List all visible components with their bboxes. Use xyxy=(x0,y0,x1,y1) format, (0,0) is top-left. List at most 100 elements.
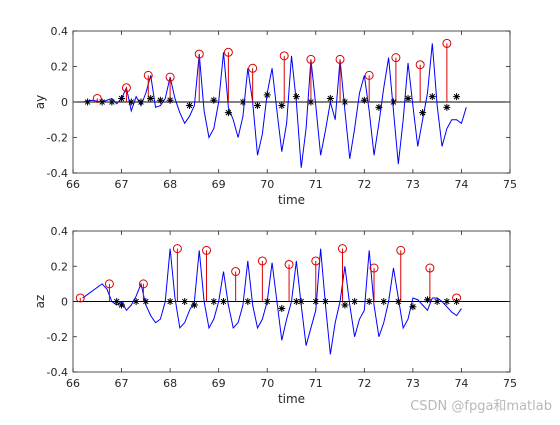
peak-marker xyxy=(172,244,182,254)
watermark: CSDN @fpga和matlab xyxy=(410,399,552,414)
plot-ay: 66 67 68 69 70 71 72 73 74 75 -0.4 -0.2 0 0.2 0.4 time a… xyxy=(33,25,517,207)
x-tick-label: 66 xyxy=(66,178,80,191)
x-axis-label: time xyxy=(278,392,305,406)
plot-content xyxy=(73,244,510,355)
valley-marker xyxy=(453,298,461,305)
valley-marker xyxy=(360,96,368,104)
x-tick-label: 74 xyxy=(454,377,468,390)
x-tick-label: 70 xyxy=(260,377,274,390)
valley-marker xyxy=(186,102,194,110)
valley-marker xyxy=(181,298,189,305)
valley-marker xyxy=(404,94,412,102)
peak-marker xyxy=(194,49,204,59)
valley-marker xyxy=(113,298,121,305)
peak-marker xyxy=(442,38,452,48)
x-tick-label: 75 xyxy=(503,377,517,390)
valley-marker xyxy=(132,298,140,305)
valley-marker xyxy=(380,298,388,305)
signal-line xyxy=(82,43,467,168)
valley-marker xyxy=(263,298,271,305)
valley-marker xyxy=(118,301,126,309)
x-tick-label: 72 xyxy=(357,178,371,191)
x-tick-label: 68 xyxy=(163,377,177,390)
x-tick-label: 70 xyxy=(260,178,274,191)
valley-marker xyxy=(292,298,300,305)
valley-marker xyxy=(409,303,417,311)
x-tick-label: 71 xyxy=(309,178,323,191)
peak-marker xyxy=(335,54,345,64)
valley-marker xyxy=(428,93,436,101)
valley-marker xyxy=(263,91,271,99)
peak-marker xyxy=(415,60,425,70)
peak-marker xyxy=(92,93,102,103)
y-tick-label: 0.2 xyxy=(51,61,69,74)
x-tick-label: 75 xyxy=(503,178,517,191)
peak-marker xyxy=(202,245,212,255)
peak-marker xyxy=(337,244,347,254)
valley-marker xyxy=(142,298,150,305)
y-axis-label: ay xyxy=(33,95,47,109)
x-tick-label: 72 xyxy=(357,377,371,390)
valley-marker xyxy=(254,102,262,110)
valley-marker xyxy=(156,96,164,104)
valley-marker xyxy=(394,298,402,305)
valley-marker xyxy=(98,98,106,106)
peak-marker xyxy=(311,256,321,266)
valley-marker xyxy=(190,301,198,309)
valley-marker xyxy=(307,98,315,106)
valley-marker xyxy=(341,301,349,309)
peak-marker xyxy=(364,70,374,80)
valley-marker xyxy=(351,298,359,305)
peak-marker xyxy=(306,54,316,64)
valley-marker xyxy=(239,98,247,106)
valley-marker xyxy=(297,298,305,305)
valley-marker xyxy=(278,305,286,313)
x-tick-label: 73 xyxy=(406,178,420,191)
valley-marker xyxy=(137,98,145,106)
valley-marker xyxy=(220,298,228,305)
valley-marker xyxy=(118,94,126,102)
peak-marker xyxy=(75,293,85,303)
peak-marker xyxy=(279,51,289,61)
x-tick-label: 66 xyxy=(66,377,80,390)
valley-marker xyxy=(453,93,461,101)
y-axis-label: az xyxy=(33,295,47,309)
peak-marker xyxy=(138,279,148,289)
valley-marker xyxy=(341,98,349,106)
valley-marker xyxy=(127,98,135,106)
peak-marker xyxy=(391,53,401,63)
plot-content xyxy=(73,38,510,168)
x-tick-label: 73 xyxy=(406,377,420,390)
valley-marker xyxy=(166,298,174,305)
valley-marker xyxy=(244,298,252,305)
x-tick-label: 69 xyxy=(212,178,226,191)
x-tick-label: 69 xyxy=(212,377,226,390)
valley-marker xyxy=(108,98,116,106)
valley-marker xyxy=(147,94,155,102)
peak-marker xyxy=(396,245,406,255)
valley-marker xyxy=(389,98,397,106)
plot-az: 66 67 68 69 70 71 72 73 74 75 -0.4 -0.2 0 0.2 0.4 time a… xyxy=(33,225,517,406)
x-tick-label: 68 xyxy=(163,178,177,191)
valley-marker xyxy=(321,298,329,305)
valley-marker xyxy=(375,103,383,111)
valley-marker xyxy=(326,94,334,102)
x-tick-label: 67 xyxy=(115,377,129,390)
valley-marker xyxy=(423,296,431,304)
valley-marker xyxy=(210,298,218,305)
valley-marker xyxy=(292,93,300,101)
y-tick-label: 0.2 xyxy=(51,260,69,273)
valley-marker xyxy=(443,298,451,305)
y-tick-label: -0.2 xyxy=(47,331,68,344)
valley-marker xyxy=(166,96,174,104)
x-axis-label: time xyxy=(278,193,305,207)
y-tick-label: -0.4 xyxy=(47,167,68,180)
x-tick-label: 67 xyxy=(115,178,129,191)
valley-marker xyxy=(365,298,373,305)
valley-marker xyxy=(433,298,441,305)
peak-marker xyxy=(231,267,241,277)
peak-marker xyxy=(143,70,153,80)
y-tick-label: 0.4 xyxy=(51,25,69,38)
peak-marker xyxy=(369,263,379,273)
